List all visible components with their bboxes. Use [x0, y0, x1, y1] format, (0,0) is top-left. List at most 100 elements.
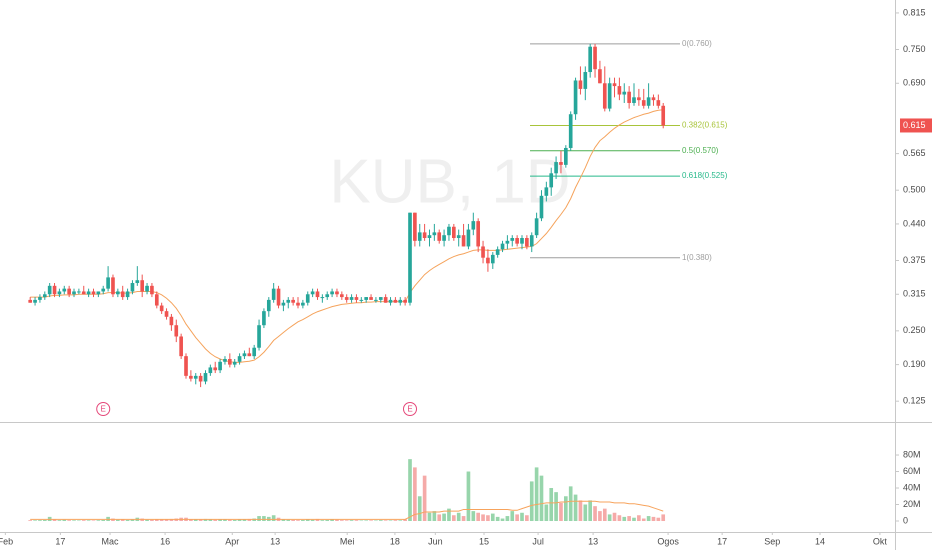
volume-bar [564, 496, 568, 522]
volume-bar [33, 520, 37, 522]
x-tick-label: Mei [340, 536, 355, 546]
candle-body [661, 105, 666, 126]
x-tick-label: 16 [160, 536, 170, 546]
volume-bar [208, 519, 213, 522]
candle-body [125, 291, 130, 298]
volume-bar [588, 500, 593, 522]
volume-bar [515, 514, 519, 522]
volume-bar [52, 519, 57, 522]
volume-bar [203, 518, 208, 522]
volume-bar [125, 520, 130, 522]
candle-body [150, 285, 154, 295]
volume-bar [218, 519, 222, 522]
candle-body [622, 91, 627, 95]
volume-bar [466, 471, 471, 522]
volume-bar [271, 515, 276, 522]
y-tick-label: 0.815 [903, 7, 926, 17]
candle-body [52, 285, 57, 295]
fib-label: 0.618(0.525) [682, 171, 728, 180]
volume-bar [442, 513, 446, 522]
candle-body [617, 86, 622, 95]
volume-bar [120, 519, 125, 522]
volume-bar [554, 492, 558, 522]
volume-bar [315, 518, 320, 522]
candle-body [335, 291, 339, 295]
candle-body [116, 291, 120, 295]
candle-body [388, 299, 393, 303]
candle-body [38, 297, 42, 300]
candle-body [447, 226, 451, 236]
candle-body [344, 297, 349, 300]
candle-body [490, 254, 495, 264]
volume-bar [427, 512, 432, 522]
volume-bar [344, 520, 349, 522]
candle-body [398, 299, 403, 303]
candle-body [96, 291, 101, 295]
candle-body [223, 358, 227, 362]
candle-body [232, 361, 237, 365]
candle-body [461, 235, 466, 247]
candle-body [281, 302, 286, 306]
candle-body [505, 240, 510, 244]
volume-bar [81, 520, 86, 522]
candle-body [417, 232, 422, 241]
y-tick-label: 0.440 [903, 218, 926, 228]
candle-body [301, 302, 305, 306]
volume-bar [559, 502, 563, 522]
volume-bar [223, 519, 227, 522]
volume-bar [86, 520, 91, 522]
volume-bar [495, 516, 500, 522]
candle-body [549, 173, 554, 188]
volume-bar [632, 517, 636, 522]
volume-bar [28, 520, 33, 522]
volume-bar [612, 512, 617, 522]
volume-bar [72, 520, 76, 522]
volume-bar [242, 519, 247, 522]
candle-body [340, 294, 344, 298]
candle-body [271, 288, 276, 300]
volume-bar [330, 519, 334, 522]
candle-body [427, 235, 432, 239]
x-tick-label: Mac [102, 536, 120, 546]
candle-body [296, 302, 300, 306]
candle-body [378, 297, 383, 300]
volume-bar [573, 494, 578, 522]
y-tick-label: 0.315 [903, 289, 926, 299]
volume-bar [325, 520, 330, 522]
volume-bar [520, 512, 524, 522]
volume-bar [490, 513, 495, 522]
candle-body [456, 235, 461, 239]
x-tick-label: Jun [428, 536, 443, 546]
volume-bar [529, 481, 534, 522]
candle-body [247, 353, 252, 357]
candle-body [237, 356, 242, 362]
last-price-label: 0.615 [903, 120, 926, 130]
candle-body [208, 367, 213, 374]
candle-body [656, 100, 661, 106]
volume-bar [510, 511, 515, 522]
volume-bar [38, 520, 42, 522]
fib-label: 0.5(0.570) [682, 146, 719, 155]
volume-bar [413, 467, 417, 522]
candle-body [33, 299, 37, 303]
candle-body [651, 97, 656, 101]
candle-body [120, 291, 125, 298]
candle-body [515, 238, 519, 244]
candle-body [452, 226, 456, 239]
candle-body [588, 46, 593, 73]
volume-bar [437, 514, 442, 522]
candle-body [28, 299, 33, 303]
volume-ma-line [30, 500, 664, 520]
candle-body [67, 288, 71, 295]
volume-bar [398, 520, 403, 522]
candle-body [330, 291, 334, 295]
volume-bar [369, 520, 373, 522]
volume-bar [310, 519, 315, 522]
x-tick-label: 15 [479, 536, 489, 546]
candle-body [422, 232, 427, 239]
volume-bar [291, 520, 295, 522]
volume-bar [637, 515, 641, 522]
candle-body [42, 294, 47, 298]
volume-bar [364, 520, 369, 522]
